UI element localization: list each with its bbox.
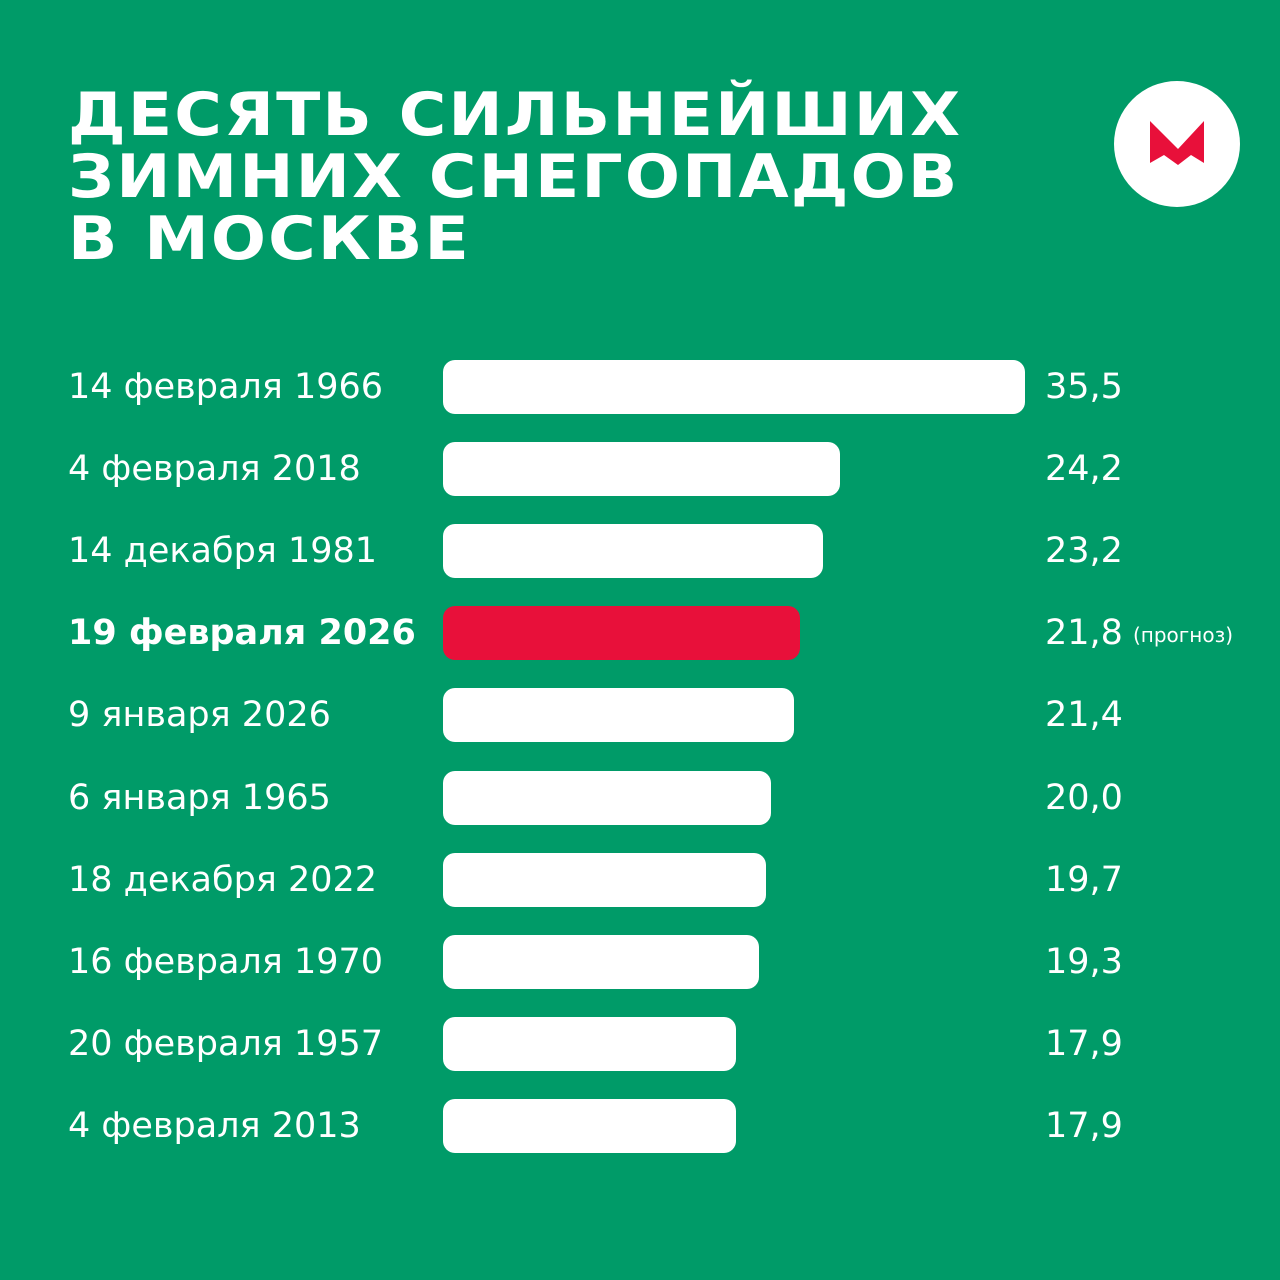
value-label: 19,3	[1045, 942, 1123, 982]
category-label: 18 декабря 2022	[68, 859, 378, 900]
value-number: 23,2	[1045, 531, 1123, 572]
logo-icon	[1150, 121, 1204, 165]
value-number: 24,2	[1045, 449, 1123, 490]
bar	[443, 442, 840, 497]
value-number: 17,9	[1045, 1105, 1123, 1146]
title-line-1: ДЕСЯТЬ СИЛЬНЕЙШИХ	[68, 80, 963, 150]
bar	[443, 524, 823, 579]
category-label: 9 января 2026	[68, 695, 331, 736]
m-letter-logo	[1114, 81, 1240, 207]
category-label: 19 февраля 2026	[68, 613, 416, 654]
category-label: 4 февраля 2013	[68, 1105, 361, 1146]
value-number: 19,3	[1045, 941, 1123, 982]
value-number: 35,5	[1045, 367, 1123, 407]
bar	[443, 1098, 736, 1153]
value-number: 21,8	[1045, 613, 1123, 654]
value-label: 17,9	[1045, 1024, 1123, 1064]
value-label: 24,2	[1045, 449, 1123, 489]
bar	[443, 688, 794, 743]
title-line-2: ЗИМНИХ СНЕГОПАДОВ	[68, 142, 960, 212]
value-label: 35,5	[1045, 367, 1123, 407]
value-label: 21,8 (прогноз)	[1045, 613, 1233, 655]
value-number: 20,0	[1045, 777, 1123, 818]
value-label: 17,9	[1045, 1106, 1123, 1146]
value-label: 20,0	[1045, 778, 1123, 818]
value-label: 19,7	[1045, 860, 1123, 900]
value-number: 19,7	[1045, 859, 1123, 900]
category-label: 16 февраля 1970	[68, 941, 384, 982]
category-label: 20 февраля 1957	[68, 1023, 384, 1064]
bar	[443, 770, 771, 825]
title-line-3: В МОСКВЕ	[68, 204, 471, 274]
value-label: 23,2	[1045, 531, 1123, 571]
category-label: 6 января 1965	[68, 777, 331, 818]
value-label: 21,4	[1045, 695, 1123, 735]
bar	[443, 934, 759, 989]
highlighted-bar	[443, 606, 800, 661]
chart-title: ДЕСЯТЬ СИЛЬНЕЙШИХ ЗИМНИХ СНЕГОПАДОВ В МО…	[68, 84, 1148, 270]
value-number: 17,9	[1045, 1023, 1123, 1064]
category-label: 14 февраля 1966	[68, 367, 384, 407]
bar	[443, 1016, 736, 1071]
bar	[443, 360, 1025, 414]
forecast-note: (прогноз)	[1132, 623, 1234, 648]
bar	[443, 852, 766, 907]
category-label: 14 декабря 1981	[68, 531, 378, 572]
category-label: 4 февраля 2018	[68, 449, 361, 490]
value-number: 21,4	[1045, 695, 1123, 736]
